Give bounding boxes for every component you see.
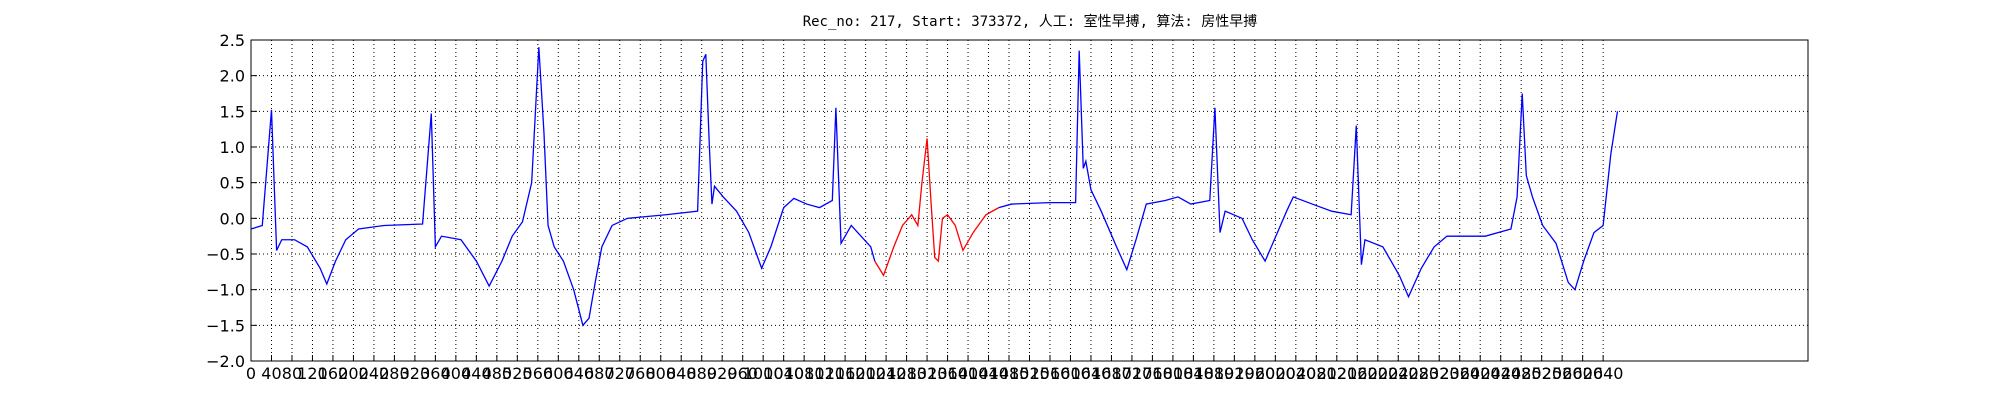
x-tick-label: 2040 — [1275, 364, 1316, 383]
x-tick-label: 2400 — [1460, 364, 1501, 383]
x-tick-label: 1120 — [804, 364, 845, 383]
x-tick-label: 2600 — [1562, 364, 1603, 383]
x-tick-label: 1480 — [989, 364, 1030, 383]
y-tick-label: 1.0 — [220, 138, 245, 157]
x-tick-label: 2320 — [1419, 364, 1460, 383]
x-tick-label: 80 — [282, 364, 302, 383]
x-tick-label: 280 — [379, 364, 410, 383]
y-tick-label: 2.0 — [220, 67, 245, 86]
y-tick-label: −1.0 — [206, 281, 245, 300]
x-tick-label: 720 — [604, 364, 635, 383]
x-tick-label: 120 — [297, 364, 328, 383]
x-tick-label: 1440 — [968, 364, 1009, 383]
x-tick-label: 1640 — [1071, 364, 1112, 383]
y-tick-label: 0.5 — [220, 174, 245, 193]
x-tick-label: 160 — [318, 364, 349, 383]
x-tick-label: 2360 — [1439, 364, 1480, 383]
x-tick-label: 1080 — [784, 364, 825, 383]
y-tick-label: 2.5 — [220, 31, 245, 50]
x-tick-label: 1960 — [1234, 364, 1275, 383]
x-tick-label: 2440 — [1480, 364, 1521, 383]
y-tick-label: 1.5 — [220, 102, 245, 121]
y-tick-label: −2.0 — [206, 352, 245, 371]
x-tick-label: 1920 — [1214, 364, 1255, 383]
x-tick-label: 520 — [502, 364, 533, 383]
x-tick-label: 760 — [625, 364, 656, 383]
x-tick-label: 2200 — [1357, 364, 1398, 383]
x-tick-label: 1760 — [1132, 364, 1173, 383]
plot-frame — [250, 39, 1809, 362]
x-tick-label: 2080 — [1296, 364, 1337, 383]
x-tick-label: 2520 — [1521, 364, 1562, 383]
x-tick-label: 2160 — [1337, 364, 1378, 383]
x-tick-label: 40 — [261, 364, 281, 383]
x-tick-label: 0 — [246, 364, 256, 383]
x-tick-label: 1280 — [886, 364, 927, 383]
x-tick-label: 1200 — [845, 364, 886, 383]
x-tick-label: 2280 — [1398, 364, 1439, 383]
y-tick-label: −1.5 — [206, 316, 245, 335]
x-tick-label: 2240 — [1378, 364, 1419, 383]
x-tick-label: 600 — [543, 364, 574, 383]
x-tick-label: 1800 — [1153, 364, 1194, 383]
x-tick-label: 920 — [707, 364, 738, 383]
x-tick-label: 560 — [523, 364, 554, 383]
y-tick-label: 0.0 — [220, 209, 245, 228]
x-tick-label: 440 — [461, 364, 492, 383]
x-tick-label: 2480 — [1501, 364, 1542, 383]
x-tick-label: 1840 — [1173, 364, 1214, 383]
x-tick-label: 1520 — [1009, 364, 1050, 383]
x-tick-label: 800 — [645, 364, 676, 383]
x-tick-label: 200 — [338, 364, 369, 383]
x-tick-label: 1560 — [1030, 364, 1071, 383]
x-tick-label: 320 — [400, 364, 431, 383]
x-tick-label: 880 — [686, 364, 717, 383]
ecg-line — [250, 47, 1619, 327]
x-tick-label: 360 — [420, 364, 451, 383]
x-tick-label: 680 — [584, 364, 615, 383]
x-tick-label: 240 — [359, 364, 390, 383]
x-tick-label: 480 — [482, 364, 513, 383]
x-tick-label: 2000 — [1255, 364, 1296, 383]
x-tick-label: 1880 — [1194, 364, 1235, 383]
x-tick-label: 1240 — [866, 364, 907, 383]
x-tick-label: 2640 — [1583, 364, 1624, 383]
x-tick-label: 1400 — [948, 364, 989, 383]
x-tick-label: 1000 — [743, 364, 784, 383]
x-tick-label: 1320 — [907, 364, 948, 383]
x-tick-label: 960 — [727, 364, 758, 383]
y-tick-label: −0.5 — [206, 245, 245, 264]
ecg-line — [874, 138, 1000, 277]
x-tick-label: 400 — [441, 364, 472, 383]
x-tick-label: 1160 — [825, 364, 866, 383]
x-tick-label: 2560 — [1542, 364, 1583, 383]
x-tick-label: 1680 — [1091, 364, 1132, 383]
x-tick-label: 640 — [564, 364, 595, 383]
chart-title: Rec_no: 217, Start: 373372, 人工: 室性早搏, 算法… — [803, 13, 1258, 30]
x-tick-label: 2120 — [1316, 364, 1357, 383]
x-tick-label: 1040 — [763, 364, 804, 383]
x-tick-label: 1600 — [1050, 364, 1091, 383]
x-tick-label: 1360 — [927, 364, 968, 383]
x-tick-label: 840 — [666, 364, 697, 383]
x-tick-label: 1720 — [1112, 364, 1153, 383]
